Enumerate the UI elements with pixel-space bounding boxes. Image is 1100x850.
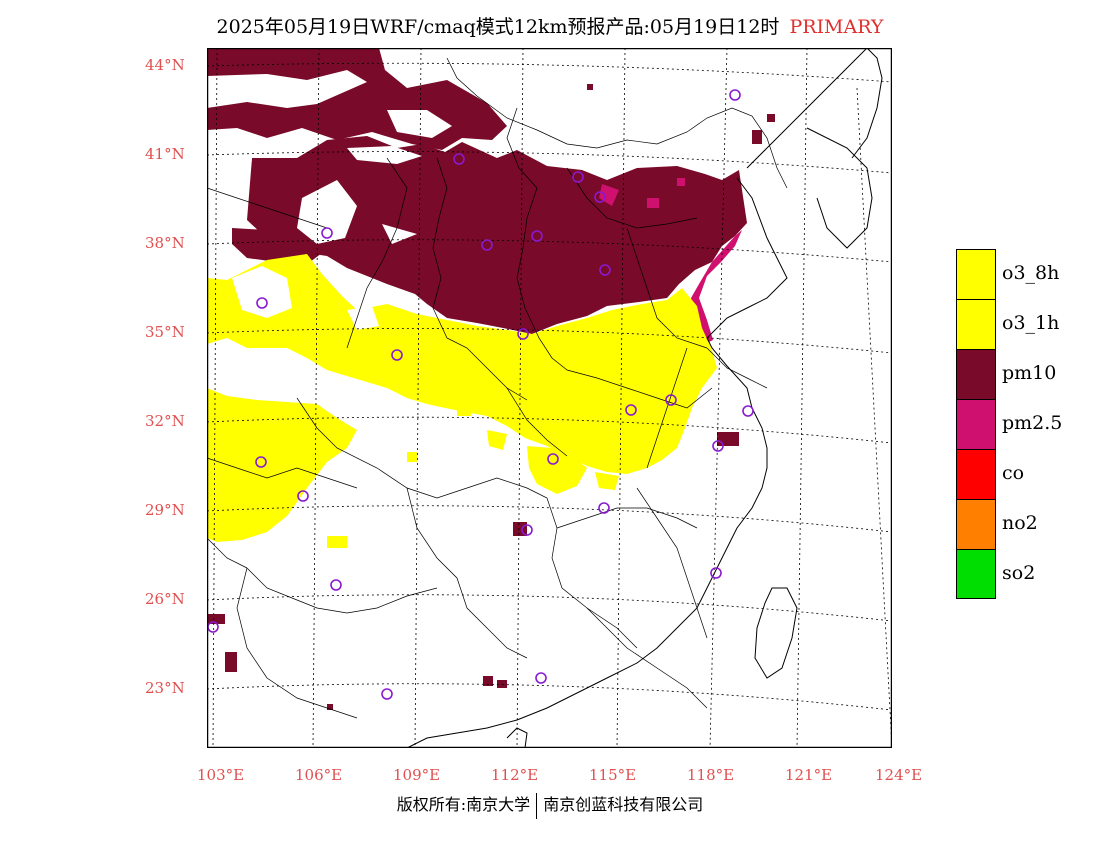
clear-areas: [207, 70, 452, 244]
lat-label-23: 23°N: [145, 679, 185, 697]
station-marker: [572, 171, 584, 183]
legend-label: co: [1002, 462, 1025, 484]
lon-label-112: 112°E: [491, 766, 539, 784]
lon-label-106: 106°E: [295, 766, 343, 784]
lon-label-103: 103°E: [197, 766, 245, 784]
legend-swatch: [956, 499, 996, 549]
province-boundaries: [206, 57, 788, 719]
lat-label-41: 41°N: [145, 145, 185, 163]
lat-label-35: 35°N: [145, 323, 185, 341]
station-marker: [710, 567, 722, 579]
station-marker: [256, 297, 268, 309]
copyright-owner: 版权所有:南京大学: [396, 795, 531, 814]
copyright-company: 南京创蓝科技有限公司: [543, 795, 704, 814]
station-marker: [712, 440, 724, 452]
legend-swatch: [956, 249, 996, 299]
coastline: [406, 47, 883, 749]
title-text: 2025年05月19日WRF/cmaq模式12km预报产品:05月19日12时: [216, 16, 780, 38]
legend-swatch: [956, 399, 996, 449]
legend-label: no2: [1002, 512, 1038, 534]
lat-label-38: 38°N: [145, 234, 185, 252]
station-marker: [535, 672, 547, 684]
lon-label-121: 121°E: [785, 766, 833, 784]
station-marker: [625, 404, 637, 416]
lat-label-26: 26°N: [145, 590, 185, 608]
primary-badge: PRIMARY: [789, 16, 884, 38]
o3-areas: [207, 254, 717, 548]
lat-label-44: 44°N: [145, 56, 185, 74]
lon-label-109: 109°E: [393, 766, 441, 784]
station-marker: [729, 89, 741, 101]
legend-swatch: [956, 549, 996, 599]
lat-label-29: 29°N: [145, 501, 185, 519]
station-marker: [521, 524, 533, 536]
legend-label: o3_8h: [1002, 262, 1060, 284]
station-marker: [297, 490, 309, 502]
legend-label: pm2.5: [1002, 412, 1063, 434]
station-marker: [594, 191, 606, 203]
copyright-footer: 版权所有:南京大学 南京创蓝科技有限公司: [0, 791, 1100, 819]
legend-swatch: [956, 449, 996, 499]
station-marker: [255, 456, 267, 468]
station-marker: [481, 239, 493, 251]
lon-label-124: 124°E: [875, 766, 923, 784]
station-marker: [453, 153, 465, 165]
station-marker: [391, 349, 403, 361]
lon-label-118: 118°E: [687, 766, 735, 784]
legend-label: so2: [1002, 562, 1036, 584]
pollution-map: [206, 47, 893, 749]
station-marker: [598, 502, 610, 514]
legend-swatch: [956, 299, 996, 349]
graticule: [206, 47, 893, 749]
lat-label-32: 32°N: [145, 412, 185, 430]
station-marker: [517, 328, 529, 340]
station-marker: [321, 227, 333, 239]
footer-divider: [536, 792, 538, 819]
station-marker: [599, 264, 611, 276]
station-marker: [742, 405, 754, 417]
lon-label-115: 115°E: [589, 766, 637, 784]
station-marker: [330, 579, 342, 591]
map-frame: [206, 47, 893, 749]
map-border: [206, 47, 893, 749]
legend-label: pm10: [1002, 362, 1057, 384]
o3-gaps: [207, 266, 379, 388]
station-marker: [547, 453, 559, 465]
station-marker: [531, 230, 543, 242]
station-marker: [665, 394, 677, 406]
station-marker: [381, 688, 393, 700]
station-markers: [207, 89, 754, 700]
legend-label: o3_1h: [1002, 312, 1060, 334]
legend-swatch: [956, 349, 996, 399]
map-title: 2025年05月19日WRF/cmaq模式12km预报产品:05月19日12时 P…: [0, 12, 1100, 39]
